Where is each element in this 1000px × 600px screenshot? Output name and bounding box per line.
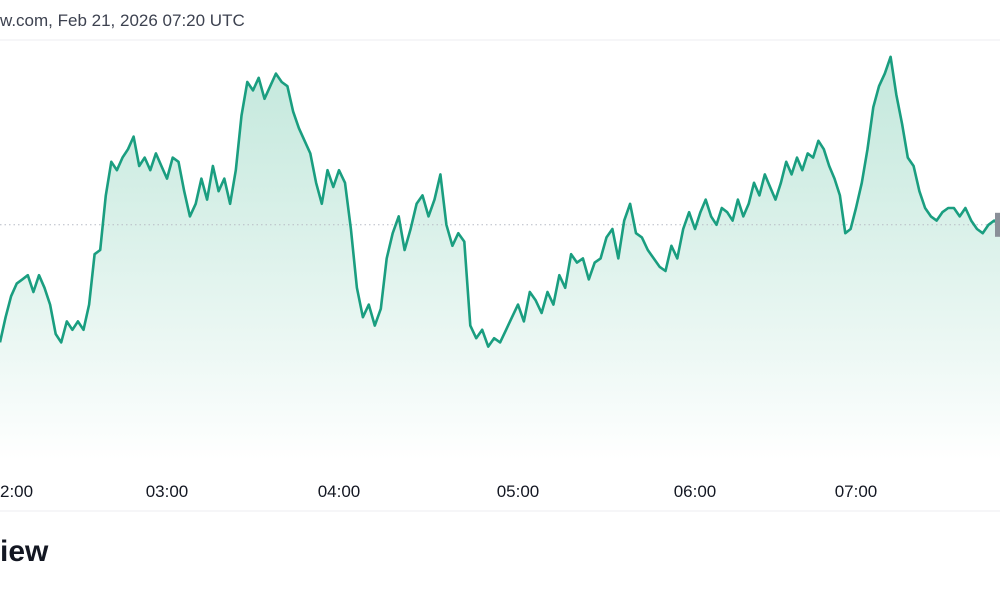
x-tick-label: 06:00 <box>674 482 717 501</box>
x-tick-label: 2:00 <box>0 482 33 501</box>
x-axis: 2:00 03:00 04:00 05:00 06:00 07:00 <box>0 482 877 501</box>
x-tick-label: 04:00 <box>318 482 361 501</box>
x-tick-label: 05:00 <box>497 482 540 501</box>
x-tick-label: 07:00 <box>835 482 878 501</box>
price-chart[interactable]: 2:00 03:00 04:00 05:00 06:00 07:00 <box>0 0 1000 512</box>
price-series-line <box>0 55 1000 348</box>
chart-source-header: w.com, Feb 21, 2026 07:20 UTC <box>0 11 245 30</box>
section-title: iew <box>0 535 49 568</box>
last-price-tag <box>995 212 1000 237</box>
price-area-fill <box>0 56 1000 461</box>
price-chart-svg[interactable]: 2:00 03:00 04:00 05:00 06:00 07:00 <box>0 0 1000 512</box>
x-tick-label: 03:00 <box>146 482 189 501</box>
